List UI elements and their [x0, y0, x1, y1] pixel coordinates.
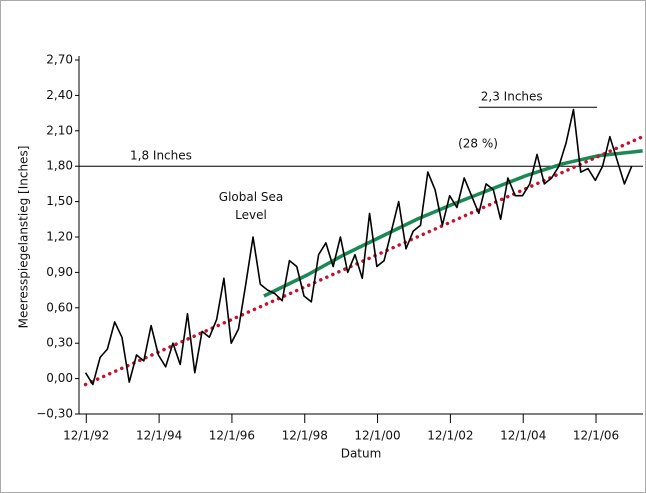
y-axis-label: Meeresspiegelanstieg [Inches]: [17, 146, 31, 329]
annotation: Global Sea Level: [218, 190, 284, 222]
x-tick-label: 12/1/04: [500, 429, 546, 443]
y-tick-label: 1,50: [46, 194, 73, 208]
series-line: [263, 149, 643, 298]
y-tick-label: 0,60: [46, 300, 73, 314]
y-tick-label: 2,10: [46, 123, 73, 137]
x-tick-label: 12/1/00: [354, 429, 400, 443]
series-line: [84, 108, 633, 386]
y-tick-label: 0,30: [46, 336, 73, 350]
y-tick-label: −0,30: [36, 407, 73, 421]
x-tick-label: 12/1/98: [282, 429, 328, 443]
annotation: (28 %): [458, 137, 498, 151]
x-tick-label: 12/1/94: [136, 429, 182, 443]
x-tick-label: 12/1/92: [63, 429, 109, 443]
x-tick-label: 12/1/96: [209, 429, 255, 443]
x-tick-label: 12/1/02: [427, 429, 473, 443]
reference-label: 2,3 Inches: [481, 90, 543, 104]
y-tick-label: 2,40: [46, 88, 73, 102]
y-tick-label: 2,70: [46, 53, 73, 67]
x-axis-label: Datum: [341, 447, 382, 461]
y-tick-label: 1,80: [46, 159, 73, 173]
reference-label: 1,8 Inches: [130, 149, 192, 163]
x-tick-label: 12/1/06: [573, 429, 619, 443]
y-tick-label: 1,20: [46, 230, 73, 244]
y-tick-label: 0,00: [46, 371, 73, 385]
y-tick-label: 0,90: [46, 265, 73, 279]
